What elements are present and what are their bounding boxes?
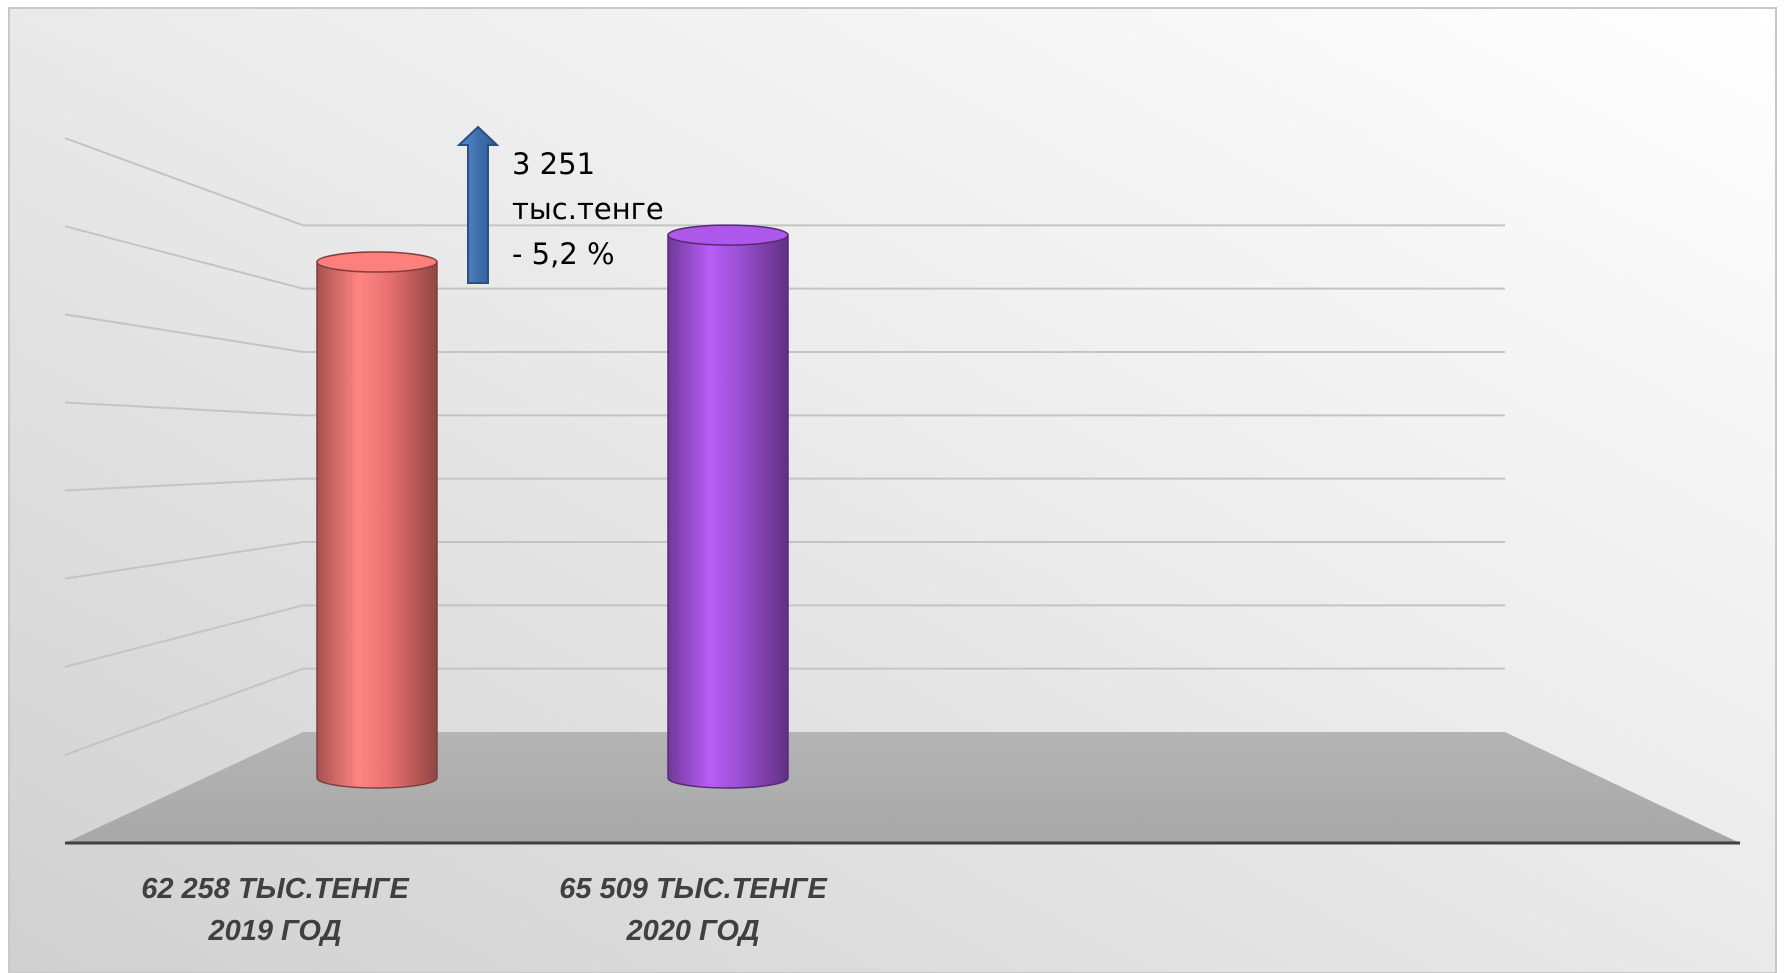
category-label-2019: 62 258 ТЫС.ТЕНГЕ 2019 ГОД	[95, 868, 455, 952]
gridlines	[64, 137, 1505, 756]
chart-floor	[65, 732, 1740, 843]
side-wall-gridline	[64, 667, 304, 756]
bars	[316, 224, 789, 789]
category-label-2020-value: 65 509 ТЫС.ТЕНГЕ	[559, 873, 827, 905]
annotation-unit: тыс.тенге	[512, 192, 664, 226]
bar-top	[667, 224, 789, 246]
side-wall-gridline	[64, 225, 304, 290]
chart-border	[8, 7, 1777, 973]
bar-top	[316, 251, 438, 273]
side-wall-gridline	[64, 401, 304, 417]
category-label-2020-year: 2020 ГОД	[626, 915, 760, 947]
annotation-amount: 3 251	[512, 147, 596, 181]
bar-0	[316, 251, 438, 789]
category-label-2019-year: 2019 ГОД	[208, 915, 342, 947]
bar-body	[316, 261, 438, 789]
side-wall-gridline	[64, 137, 304, 227]
bar-1	[667, 224, 789, 789]
side-wall-gridline	[64, 541, 304, 580]
side-wall-gridline	[64, 604, 304, 668]
difference-annotation: 3 251 тыс.тенге - 5,2 %	[512, 142, 664, 277]
category-label-2020: 65 509 ТЫС.ТЕНГЕ 2020 ГОД	[513, 868, 873, 952]
side-wall-gridline	[64, 477, 304, 492]
bar-body	[667, 234, 789, 789]
side-wall-gridline	[64, 313, 304, 353]
increase-arrow-icon	[456, 125, 500, 284]
annotation-percent: - 5,2 %	[512, 237, 615, 271]
category-label-2019-value: 62 258 ТЫС.ТЕНГЕ	[141, 873, 409, 905]
